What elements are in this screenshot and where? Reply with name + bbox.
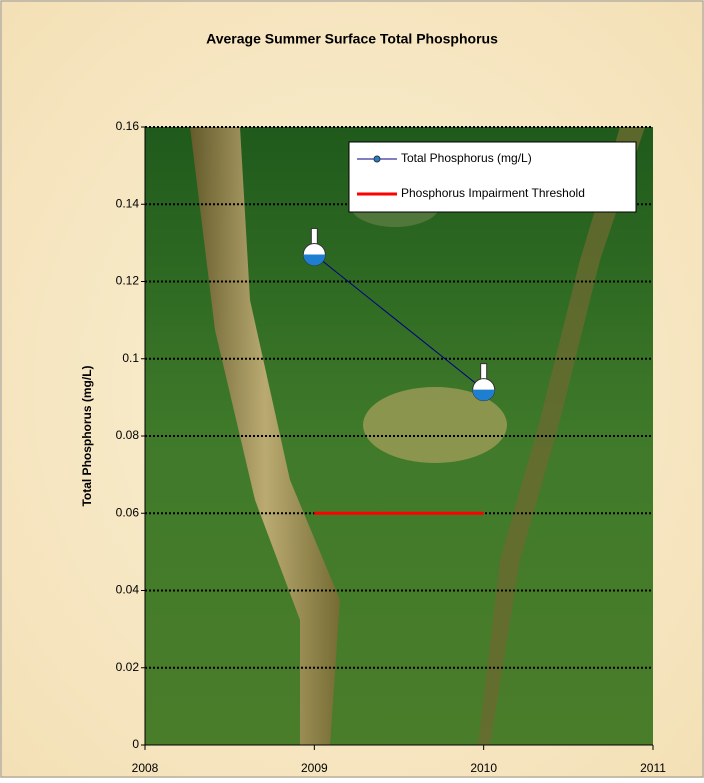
chart-title: Average Summer Surface Total Phosphorus <box>206 31 498 47</box>
y-tick-label: 0.04 <box>116 583 140 597</box>
y-tick-label: 0 <box>132 737 139 751</box>
x-tick-label: 2009 <box>301 761 328 775</box>
y-axis-label: Total Phosphorus (mg/L) <box>80 365 94 506</box>
y-tick-label: 0.14 <box>116 196 140 210</box>
y-tick-label: 0.1 <box>122 351 139 365</box>
y-tick-label: 0.08 <box>116 428 140 442</box>
x-tick-label: 2010 <box>470 761 497 775</box>
y-tick-label: 0.12 <box>116 274 140 288</box>
legend-marker <box>374 156 380 162</box>
y-tick-label: 0.06 <box>116 505 140 519</box>
y-tick-label: 0.02 <box>116 660 140 674</box>
x-tick-label: 2008 <box>132 761 159 775</box>
marker-neck <box>481 364 487 380</box>
legend-label: Total Phosphorus (mg/L) <box>401 151 532 165</box>
y-tick-label: 0.16 <box>116 119 140 133</box>
chart: Average Summer Surface Total Phosphorus … <box>0 0 704 778</box>
x-tick-label: 2011 <box>640 761 666 775</box>
marker-neck <box>311 228 317 244</box>
legend-label: Phosphorus Impairment Threshold <box>401 186 585 200</box>
